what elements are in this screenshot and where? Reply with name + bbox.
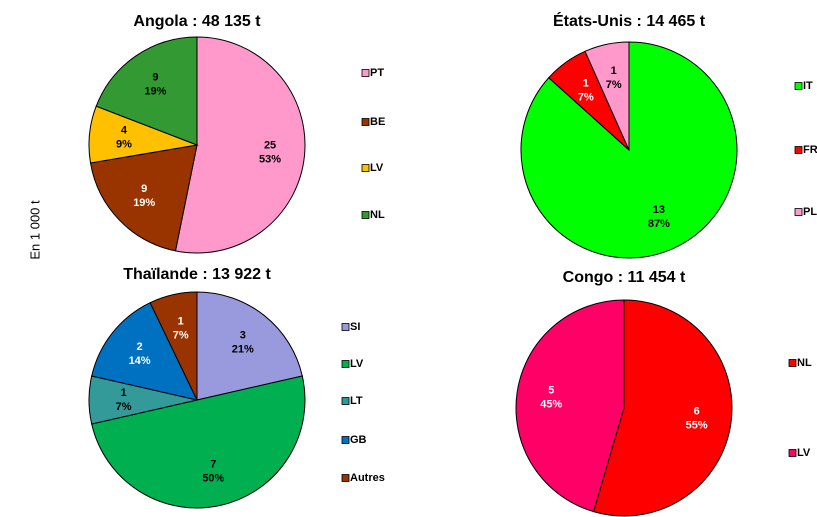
slice-value-label: 9 bbox=[141, 183, 147, 195]
legend-label: LV bbox=[370, 162, 384, 174]
slice-percent-label: 7% bbox=[606, 79, 622, 91]
legend-label: LV bbox=[350, 358, 364, 370]
legend-swatch bbox=[788, 449, 797, 457]
legend-swatch bbox=[341, 436, 350, 444]
slice-percent-label: 50% bbox=[202, 473, 224, 485]
slice-percent-label: 87% bbox=[648, 218, 670, 230]
axis-label: En 1 000 t bbox=[27, 200, 42, 260]
pie-slice bbox=[584, 41, 630, 151]
slice-value-label: 13 bbox=[653, 204, 665, 216]
legend-label: IT bbox=[803, 80, 813, 92]
legend-swatch bbox=[361, 211, 370, 219]
legend-swatch bbox=[361, 69, 370, 77]
slice-value-label: 7 bbox=[210, 459, 216, 471]
legend-label: LV bbox=[797, 447, 811, 459]
slice-value-label: 9 bbox=[152, 71, 158, 83]
legend-label: NL bbox=[370, 209, 385, 221]
pie-slice bbox=[149, 291, 198, 401]
legend-swatch bbox=[341, 360, 350, 368]
legend-label: Autres bbox=[350, 472, 385, 484]
slice-percent-label: 7% bbox=[116, 401, 132, 413]
slice-value-label: 25 bbox=[264, 139, 276, 151]
pie-slice bbox=[89, 144, 198, 252]
slice-value-label: 1 bbox=[583, 77, 589, 89]
slice-percent-label: 55% bbox=[686, 419, 708, 431]
pie-slice bbox=[196, 291, 303, 401]
legend-swatch bbox=[361, 118, 370, 126]
slice-percent-label: 19% bbox=[144, 85, 166, 97]
slice-value-label: 1 bbox=[178, 315, 184, 327]
legend-label: NL bbox=[797, 357, 812, 369]
pie-slice bbox=[515, 299, 625, 513]
legend-swatch bbox=[341, 323, 350, 331]
chart-title: Angola : 48 135 t bbox=[133, 13, 261, 30]
pie-slice bbox=[91, 302, 198, 401]
chart-title: Thaïlande : 13 922 t bbox=[123, 266, 271, 283]
slice-value-label: 4 bbox=[121, 125, 128, 137]
legend-swatch bbox=[794, 146, 803, 154]
legend-swatch bbox=[794, 82, 803, 90]
slice-value-label: 2 bbox=[137, 341, 143, 353]
slice-percent-label: 53% bbox=[259, 153, 281, 165]
slice-value-label: 5 bbox=[548, 384, 554, 396]
slice-percent-label: 7% bbox=[173, 329, 189, 341]
slice-percent-label: 19% bbox=[133, 197, 155, 209]
slice-percent-label: 21% bbox=[232, 343, 254, 355]
legend-swatch bbox=[361, 164, 370, 172]
legend-swatch bbox=[788, 359, 797, 367]
legend-label: GB bbox=[350, 434, 367, 446]
slice-percent-label: 7% bbox=[578, 91, 594, 103]
slice-percent-label: 14% bbox=[129, 355, 151, 367]
slice-value-label: 1 bbox=[120, 387, 126, 399]
pie-slice bbox=[592, 299, 733, 517]
legend-label: PT bbox=[370, 67, 384, 79]
slice-percent-label: 45% bbox=[540, 398, 562, 410]
pie-slice bbox=[91, 375, 306, 509]
slice-percent-label: 9% bbox=[116, 139, 132, 151]
legend-swatch bbox=[341, 397, 350, 405]
pie-slice bbox=[95, 36, 198, 146]
legend-swatch bbox=[794, 208, 803, 216]
legend-label: BE bbox=[370, 116, 385, 128]
chart-title: Congo : 11 454 t bbox=[563, 269, 686, 286]
legend-label: SI bbox=[350, 321, 360, 333]
slice-value-label: 3 bbox=[240, 329, 246, 341]
legend-swatch bbox=[341, 474, 350, 482]
pie-slice bbox=[174, 36, 306, 254]
slice-value-label: 6 bbox=[694, 405, 700, 417]
legend-label: LT bbox=[350, 395, 363, 407]
legend-label: FR bbox=[803, 144, 817, 156]
slice-value-label: 1 bbox=[611, 65, 617, 77]
chart-title: États-Unis : 14 465 t bbox=[553, 11, 706, 30]
legend-label: PL bbox=[803, 206, 817, 218]
